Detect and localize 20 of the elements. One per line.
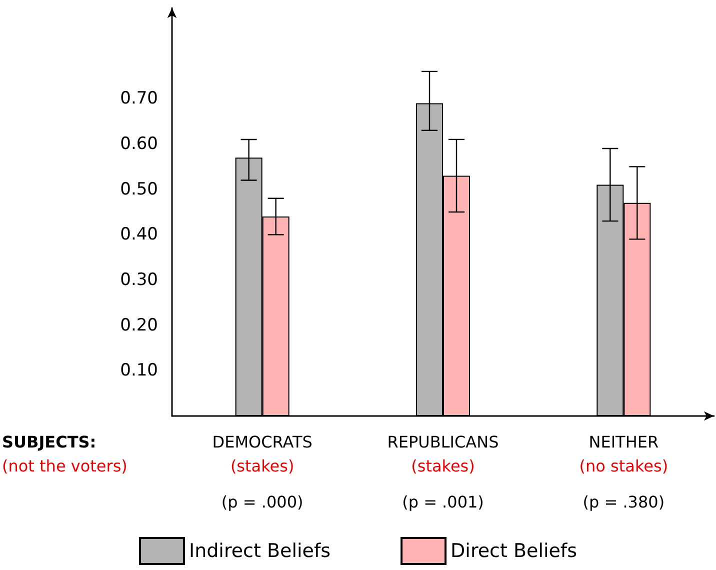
text: (p = .000) — [221, 492, 304, 512]
y-tick-label: 0.40 — [120, 224, 158, 245]
text: (stakes) — [230, 456, 294, 476]
legend-label: Direct Beliefs — [450, 540, 578, 562]
text: (p = .001) — [402, 492, 484, 512]
y-tick-label: 0.50 — [120, 179, 158, 200]
text: (not the voters) — [2, 456, 128, 476]
y-tick-label: 0.70 — [120, 88, 158, 109]
y-tick-label: 0.30 — [120, 270, 158, 290]
text: (no stakes) — [579, 456, 668, 476]
x-tick-label: REPUBLICANS — [387, 432, 499, 452]
text: (stakes) — [411, 456, 475, 476]
text: (p = .380) — [582, 492, 665, 512]
legend-label: Indirect Beliefs — [188, 540, 331, 562]
y-tick-label: 0.60 — [120, 134, 158, 154]
x-tick-label: DEMOCRATS — [212, 432, 312, 452]
y-tick-label: 0.20 — [120, 315, 158, 336]
text: SUBJECTS: — [2, 432, 96, 452]
x-tick-label: NEITHER — [588, 432, 659, 452]
y-tick-label: 0.10 — [120, 360, 158, 381]
